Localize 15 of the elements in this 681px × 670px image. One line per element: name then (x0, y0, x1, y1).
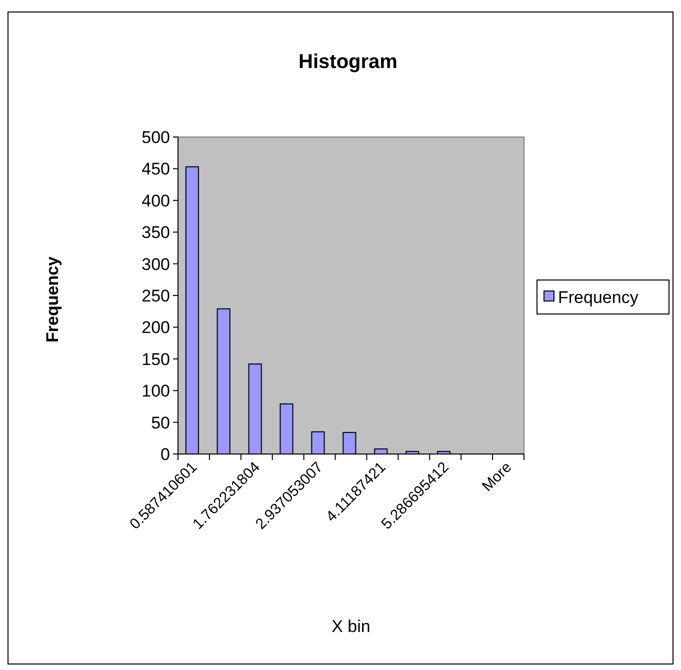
y-tick-label: 450 (142, 160, 170, 179)
y-tick-label: 350 (142, 223, 170, 242)
y-tick-label: 50 (151, 413, 170, 432)
y-tick-label: 500 (142, 128, 170, 147)
y-tick-label: 400 (142, 191, 170, 210)
x-axis-title: X bin (332, 617, 370, 636)
chart-title: Histogram (298, 51, 398, 73)
y-tick-label: 300 (142, 254, 170, 274)
y-tick-label: 0 (160, 444, 170, 464)
legend-label: Frequency (558, 288, 639, 307)
y-tick-label: 200 (142, 318, 170, 338)
y-axis-title: Frequency (43, 256, 62, 342)
y-tick-label: 100 (142, 382, 170, 401)
y-tick-label: 250 (142, 286, 170, 306)
y-tick-label: 150 (142, 350, 170, 369)
